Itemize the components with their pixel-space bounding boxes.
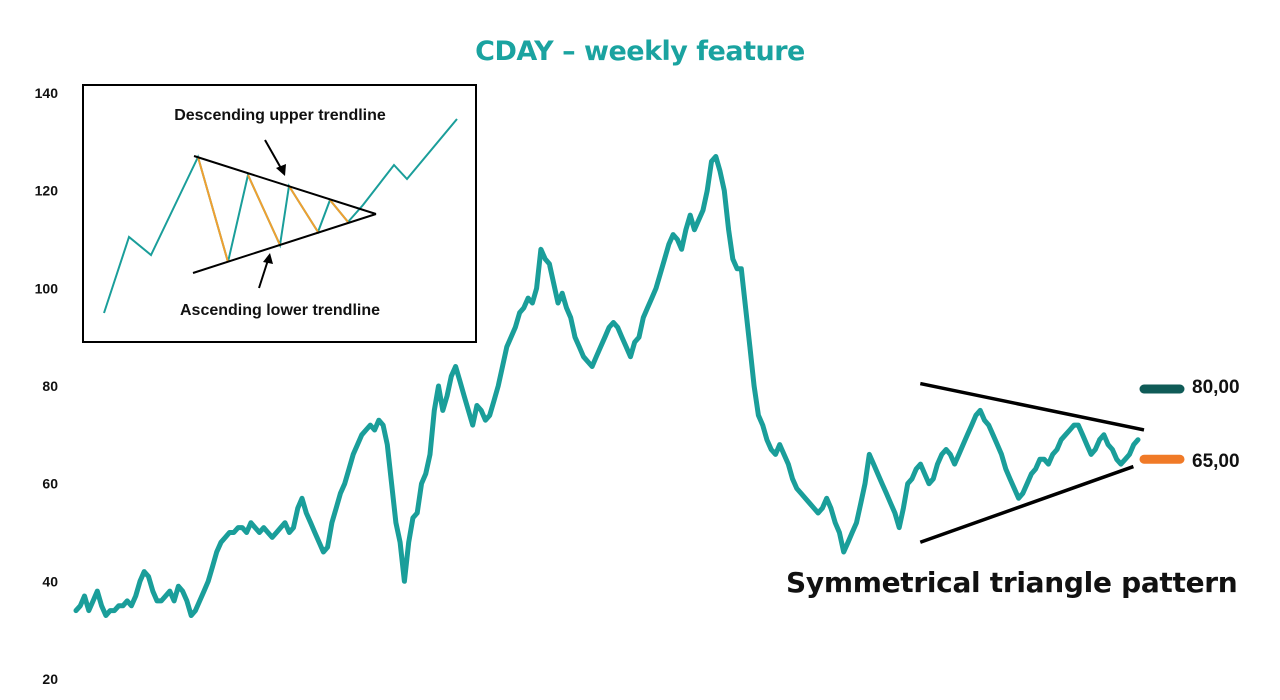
lower-trendline <box>919 464 1134 544</box>
upper-trendline <box>919 381 1145 432</box>
y-tick-label: 40 <box>42 573 58 589</box>
inset-down-swing-4 <box>329 199 349 223</box>
inset-down-swing-3 <box>288 185 319 233</box>
inset-lower-trendline <box>192 213 377 274</box>
inset-frame <box>82 84 477 343</box>
inset-upper-arrow <box>264 139 286 176</box>
price-series-line <box>73 154 1141 618</box>
y-axis: 20 40 60 80 100 120 140 <box>35 85 59 687</box>
y-tick-label: 60 <box>42 476 58 492</box>
y-tick-label: 80 <box>42 378 58 394</box>
inset-upper-trendline <box>193 155 377 215</box>
chart-title: CDAY – weekly feature <box>475 36 805 67</box>
y-tick-label: 120 <box>35 183 59 199</box>
inset-upper-label: Descending upper trendline <box>174 107 386 124</box>
y-tick-label: 20 <box>42 671 58 687</box>
level-65-label: 65,00 <box>1192 451 1240 472</box>
inset-lower-arrow <box>258 253 273 289</box>
y-tick-label: 100 <box>35 280 59 296</box>
inset-down-swing-2 <box>247 174 281 246</box>
inset-down-swings <box>197 156 229 263</box>
y-tick-label: 140 <box>35 85 59 101</box>
pattern-annotation: Symmetrical triangle pattern <box>786 566 1238 599</box>
level-80-label: 80,00 <box>1192 377 1240 398</box>
inset-illustration: Descending upper trendline Ascending low… <box>82 84 477 343</box>
inset-lower-label: Ascending lower trendline <box>180 302 380 319</box>
